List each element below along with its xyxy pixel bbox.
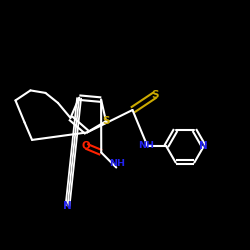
Text: NH: NH (138, 140, 154, 149)
Text: S: S (151, 90, 159, 100)
Text: O: O (82, 141, 90, 151)
Text: NH: NH (110, 159, 126, 168)
Text: N: N (63, 201, 72, 211)
Text: S: S (102, 116, 110, 126)
Text: N: N (200, 141, 208, 151)
